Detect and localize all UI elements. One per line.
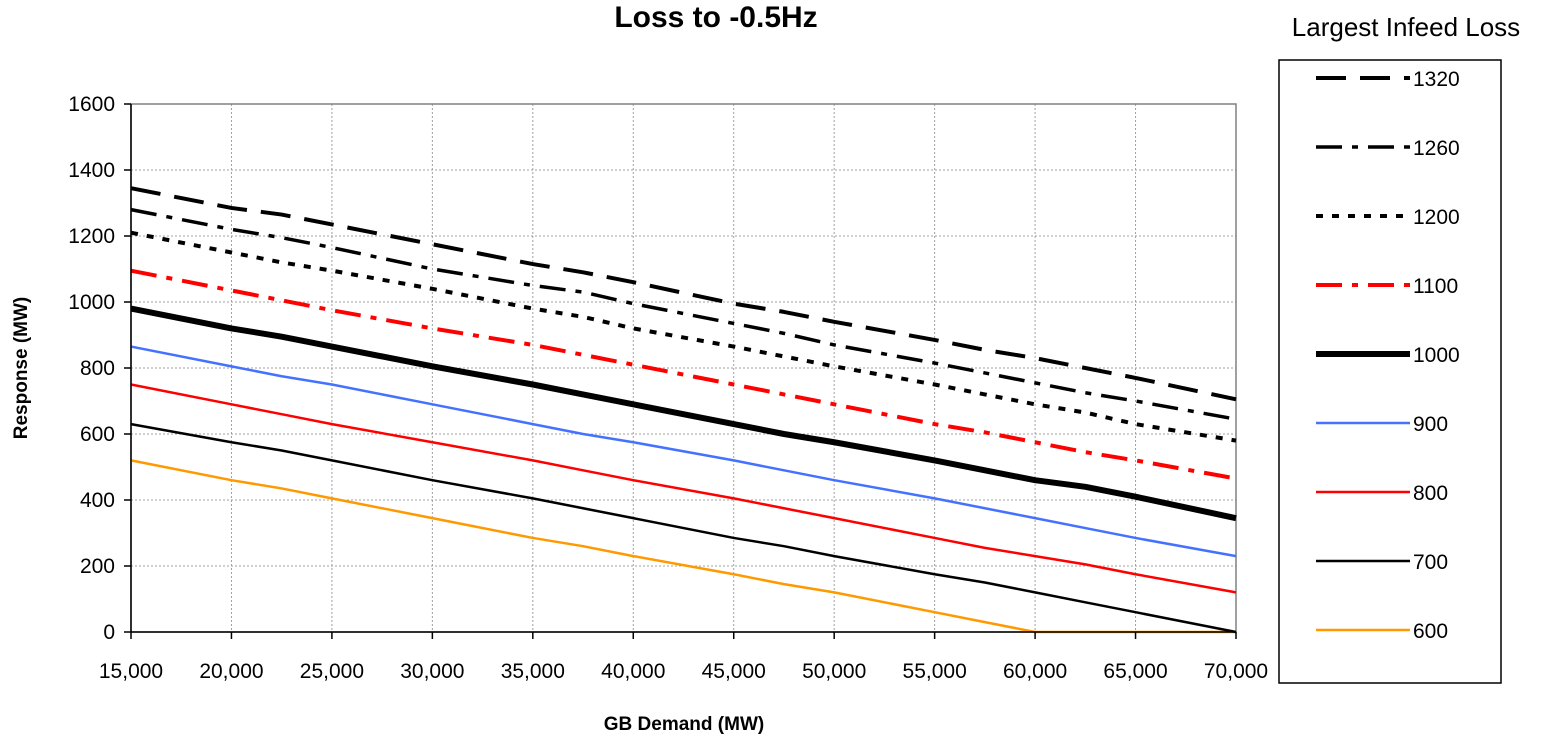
- legend-label-800: 800: [1413, 482, 1448, 505]
- x-tick-label: 70,000: [1204, 660, 1268, 683]
- legend-label-700: 700: [1413, 551, 1448, 574]
- x-tick-label: 55,000: [903, 660, 967, 683]
- x-tick-label: 25,000: [300, 660, 364, 683]
- x-tick-label: 30,000: [400, 660, 464, 683]
- series-line-1260: [130, 207, 1237, 421]
- axes: 15,000 20,000 25,000 30,000 35,000 40,000 45,0…: [68, 93, 1268, 683]
- legend-label-600: 600: [1413, 620, 1448, 643]
- y-tick-label: 600: [80, 423, 115, 446]
- y-tick-label: 1400: [68, 159, 115, 182]
- x-tick-label: 60,000: [1003, 660, 1067, 683]
- y-axis-label: Response (MW): [11, 297, 32, 440]
- legend-label-1100: 1100: [1413, 275, 1458, 298]
- x-tick-label: 45,000: [702, 660, 766, 683]
- series-layer: [130, 186, 1237, 634]
- legend-box: [1278, 59, 1502, 684]
- legend-label-900: 900: [1413, 413, 1448, 436]
- x-tick-label: 35,000: [501, 660, 565, 683]
- legend: 1320 1260 1200 1100 1000 900 800 700 600: [1316, 68, 1460, 643]
- series-line-1320: [130, 186, 1237, 402]
- legend-label-1260: 1260: [1413, 137, 1460, 160]
- x-tick-label: 65,000: [1103, 660, 1167, 683]
- y-tick-label: 1600: [68, 93, 115, 116]
- x-tick-label: 40,000: [601, 660, 665, 683]
- legend-label-1200: 1200: [1413, 206, 1460, 229]
- legend-label-1000: 1000: [1413, 344, 1460, 367]
- grid: [131, 104, 1236, 632]
- x-tick-label: 50,000: [802, 660, 866, 683]
- y-tick-label: 1200: [68, 225, 115, 248]
- x-axis-label: GB Demand (MW): [604, 714, 764, 735]
- series-line-800: [130, 383, 1237, 594]
- legend-title: Largest Infeed Loss: [1292, 12, 1520, 42]
- y-tick-label: 0: [103, 621, 115, 644]
- y-tick-label: 200: [80, 555, 115, 578]
- series-line-900: [130, 345, 1237, 558]
- chart-title: Loss to -0.5Hz: [614, 1, 817, 34]
- y-tick-label: 800: [80, 357, 115, 380]
- y-tick-label: 400: [80, 489, 115, 512]
- series-line-700: [130, 422, 1237, 634]
- series-line-1200: [130, 230, 1237, 443]
- legend-label-1320: 1320: [1413, 68, 1460, 91]
- x-tick-label: 15,000: [99, 660, 163, 683]
- series-line-1100: [130, 268, 1237, 481]
- series-line-1000: [130, 305, 1237, 522]
- x-tick-label: 20,000: [199, 660, 263, 683]
- y-tick-label: 1000: [68, 291, 115, 314]
